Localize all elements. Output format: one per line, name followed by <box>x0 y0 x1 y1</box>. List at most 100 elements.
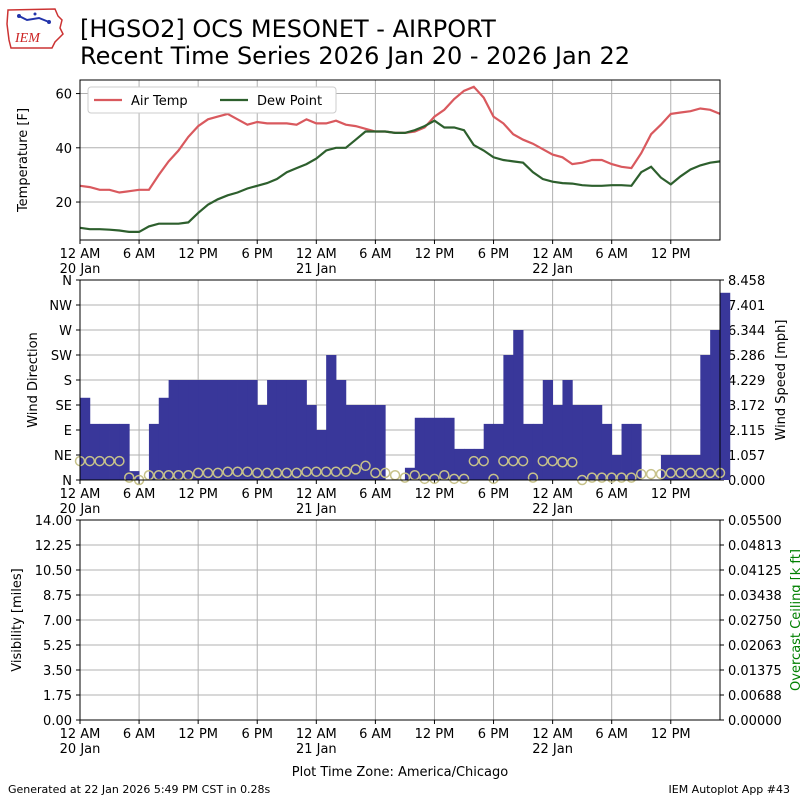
wind-direction-bar <box>276 380 288 480</box>
y2-tick-label: 3.172 <box>728 399 765 414</box>
title-line-1: [HGSO2] OCS MESONET - AIRPORT <box>80 15 496 43</box>
y-tick-label: S <box>64 374 72 389</box>
y-tick-label: N <box>62 274 72 289</box>
y2-tick-label: 2.115 <box>728 424 765 439</box>
x-tick-label: 12 AM <box>532 247 573 262</box>
wind-speed-point <box>665 467 677 479</box>
wind-direction-bar <box>316 430 327 480</box>
wind-direction-bar <box>434 417 445 480</box>
wind-direction-bar <box>710 330 721 480</box>
wind-speed-point <box>439 470 450 481</box>
y2-tick-label: 0.00000 <box>728 714 782 729</box>
wind-speed-point <box>104 455 115 467</box>
y2-tick-label: 8.458 <box>728 274 765 289</box>
wind-speed-point <box>261 467 273 479</box>
y2-tick-label: 1.057 <box>728 449 765 464</box>
wind-direction-bar <box>542 380 554 480</box>
legend-label: Dew Point <box>257 94 322 109</box>
x-tick-label: 6 PM <box>478 487 509 502</box>
wind-direction-bar <box>552 405 563 480</box>
x-tick-label: 12 PM <box>415 727 455 742</box>
y-tick-label: SW <box>51 349 72 364</box>
y-tick-label: 40 <box>55 142 72 157</box>
x-tick-label: 6 AM <box>359 727 392 742</box>
x-tick-label: 6 PM <box>241 247 272 262</box>
x-tick-date-label: 22 Jan <box>532 502 573 517</box>
x-tick-label: 12 AM <box>296 727 337 742</box>
wind-speed-point <box>222 466 233 477</box>
wind-speed-point <box>498 455 509 467</box>
wind-direction-bar <box>99 423 110 480</box>
wind-speed-point <box>527 472 539 483</box>
plot-frame <box>79 79 721 241</box>
wind-speed-point <box>695 467 706 479</box>
wind-direction-axis-label: Wind Direction <box>26 332 41 428</box>
wind-direction-bar <box>257 405 268 480</box>
x-tick-label: 6 PM <box>478 247 509 262</box>
air-temp-line <box>79 85 721 194</box>
wind-speed-point <box>685 467 696 479</box>
wind-speed-point <box>576 474 588 486</box>
x-tick-date-label: 20 Jan <box>60 742 101 757</box>
wind-speed-point <box>596 472 608 483</box>
x-tick-label: 6 PM <box>478 727 509 742</box>
legend-box <box>87 86 337 114</box>
plot-frame <box>79 519 721 721</box>
y-tick-label: SE <box>56 399 72 414</box>
wind-direction-bar <box>129 471 140 480</box>
wind-direction-bar <box>198 380 209 480</box>
wind-direction-bar <box>611 455 622 480</box>
wind-direction-bar <box>660 455 672 480</box>
wind-direction-bar <box>148 423 160 480</box>
y-tick-label: 12.25 <box>35 539 72 554</box>
wind-speed-point <box>379 467 391 479</box>
wind-direction-bar <box>424 417 435 480</box>
wind-speed-point <box>626 472 637 483</box>
wind-speed-point <box>635 468 647 480</box>
x-tick-label: 12 AM <box>296 247 337 262</box>
x-tick-label: 12 PM <box>178 247 218 262</box>
wind-direction-bar <box>326 355 337 480</box>
wind-speed-point <box>173 470 184 481</box>
wind-speed-point <box>567 457 578 468</box>
x-tick-date-label: 21 Jan <box>296 262 337 277</box>
wind-speed-point <box>557 457 568 468</box>
y-tick-label: 0.00 <box>43 714 72 729</box>
y2-tick-label: 0.03438 <box>728 589 782 604</box>
wind-direction-bar <box>592 405 603 480</box>
y2-tick-label: 7.401 <box>728 299 765 314</box>
wind-speed-point <box>517 455 529 467</box>
wind-direction-bar <box>404 467 416 480</box>
y-tick-label: 8.75 <box>43 589 72 604</box>
wind-speed-point <box>645 468 657 480</box>
x-tick-label: 12 AM <box>532 727 573 742</box>
wind-direction-bar <box>444 417 455 480</box>
wind-speed-point <box>163 470 174 481</box>
y-tick-label: 5.25 <box>43 639 72 654</box>
y2-tick-label: 4.229 <box>728 374 765 389</box>
wind-speed-point <box>271 467 283 479</box>
x-tick-date-label: 21 Jan <box>296 502 337 517</box>
x-tick-label: 6 AM <box>123 487 156 502</box>
y2-tick-label: 0.05500 <box>728 514 782 529</box>
wind-speed-point <box>458 473 470 485</box>
wind-direction-bar <box>109 423 120 480</box>
wind-direction-bar <box>483 423 494 480</box>
wind-speed-point <box>655 468 667 480</box>
x-tick-date-label: 22 Jan <box>532 262 573 277</box>
wind-direction-bar <box>286 380 298 480</box>
wind-direction-bar <box>375 405 386 480</box>
wind-speed-point <box>389 470 401 481</box>
x-tick-label: 12 AM <box>60 247 101 262</box>
wind-speed-point <box>192 467 204 479</box>
wind-speed-point <box>429 473 440 485</box>
legend-label: Air Temp <box>131 94 188 109</box>
wind-direction-bar <box>513 330 524 480</box>
x-tick-label: 12 PM <box>415 487 455 502</box>
plot-frame <box>79 279 721 481</box>
wind-speed-point <box>74 455 86 467</box>
y2-tick-label: 0.000 <box>728 474 765 489</box>
wind-speed-point <box>419 473 430 485</box>
wind-direction-bar <box>296 380 307 480</box>
wind-speed-point <box>586 472 598 483</box>
